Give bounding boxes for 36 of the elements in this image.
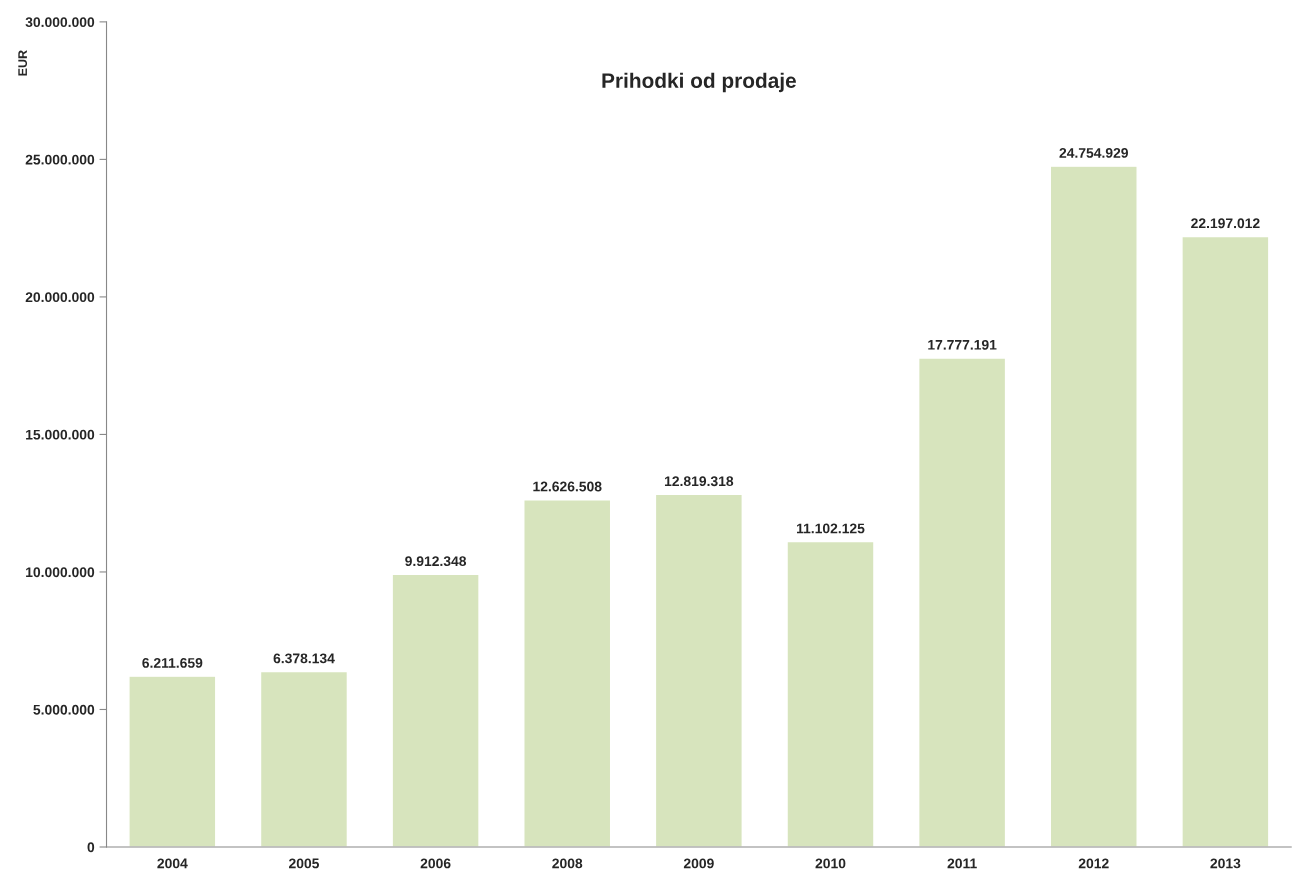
- data-label: 6.211.659: [142, 658, 203, 668]
- y-axis-title: EUR: [18, 50, 28, 76]
- data-label: 11.102.125: [797, 523, 865, 534]
- y-tick-label: 5.000.000: [33, 704, 95, 715]
- data-label: 9.912.348: [405, 556, 467, 567]
- x-tick-label: 2004: [157, 858, 188, 869]
- data-label: 12.626.508: [533, 481, 602, 492]
- bar: [259, 670, 349, 847]
- bar: [786, 540, 875, 847]
- x-tick-label: 2011: [947, 858, 977, 869]
- data-label: 17.777.191: [928, 339, 997, 350]
- x-tick-label: 2006: [420, 858, 451, 869]
- bar: [917, 357, 1007, 847]
- text: Prihodki od prodaje: [602, 72, 796, 93]
- x-tick-label: 2010: [815, 858, 846, 869]
- data-label: 12.819.318: [664, 476, 734, 487]
- x-tick-label: 2012: [1078, 858, 1109, 869]
- y-tick-label: 25.000.000: [25, 154, 95, 165]
- y-tick-label: 0: [87, 842, 95, 853]
- bar: [1181, 235, 1270, 847]
- y-tick-label: 15.000.000: [26, 429, 95, 440]
- bar: [1049, 165, 1138, 847]
- x-tick-label: 2005: [289, 858, 320, 869]
- x-tick-label: 2008: [552, 858, 583, 869]
- data-label: 24.754.929: [1059, 148, 1128, 158]
- y-tick-label: 10.000.000: [26, 567, 95, 578]
- y-tick-label: 30.000.000: [25, 17, 95, 28]
- data-label: 22.197.012: [1191, 218, 1260, 229]
- bar: [654, 493, 743, 847]
- bar: [128, 675, 217, 847]
- data-label: 6.378.134: [273, 653, 335, 664]
- x-tick-label: 2009: [683, 858, 714, 869]
- x-tick-label: 2013: [1210, 858, 1241, 869]
- y-tick-label: 20.000.000: [25, 292, 95, 303]
- bar: [523, 499, 612, 847]
- bar: [391, 573, 480, 847]
